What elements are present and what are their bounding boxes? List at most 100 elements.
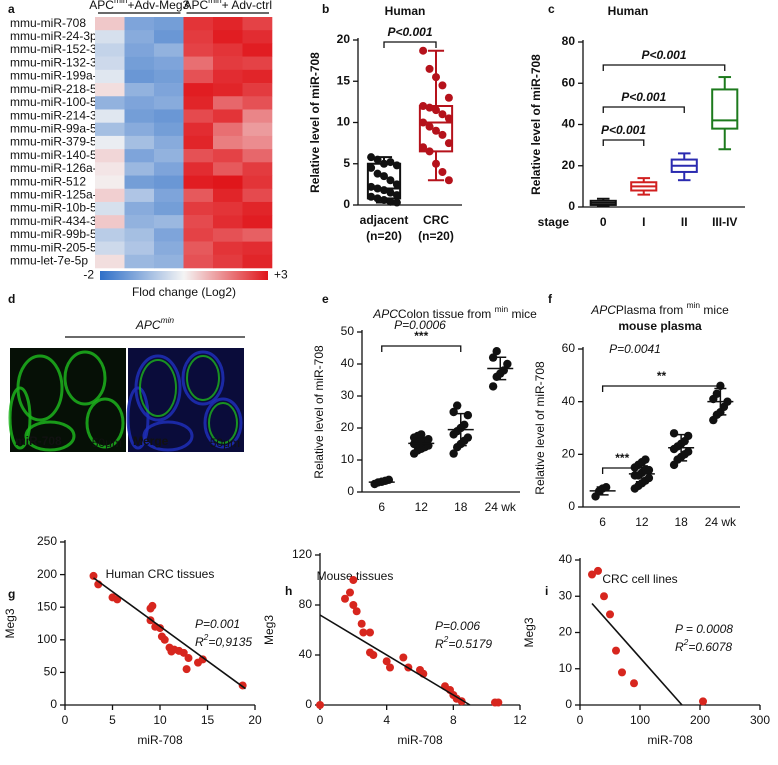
heatmap-cell <box>213 56 243 71</box>
heatmap-cell <box>183 175 214 190</box>
heatmap-cell <box>124 83 155 97</box>
y-tick-label: 0 <box>305 697 312 711</box>
text-part: + Adv-ctrl <box>222 0 272 12</box>
heatmap-cell <box>242 175 273 190</box>
data-point <box>419 118 428 127</box>
text-part: min <box>161 315 175 325</box>
data-point <box>160 635 169 644</box>
data-point <box>367 192 376 201</box>
x-tick-label: 0 <box>577 713 584 727</box>
heatmap-cell <box>242 241 273 256</box>
heatmap-cell <box>95 122 125 137</box>
heatmap-cell <box>154 228 184 242</box>
significance-label: P<0.001 <box>621 90 666 104</box>
data-point <box>630 679 638 688</box>
heatmap-cell <box>183 109 214 123</box>
y-tick-label: 150 <box>37 599 57 613</box>
heatmap-cell <box>154 175 184 190</box>
significance-bracket <box>383 41 437 48</box>
row-label: mmu-miR-132-3p <box>10 55 104 69</box>
x-tick-label: CRC <box>423 213 449 227</box>
significance-bracket <box>601 385 722 392</box>
x-tick-label: adjacent <box>360 213 409 227</box>
heatmap-cell <box>95 83 125 97</box>
heatmap-cell <box>124 30 155 44</box>
y-tick-label: 0 <box>343 197 350 211</box>
data-point <box>452 401 462 410</box>
heatmap-cell <box>242 215 273 229</box>
heatmap-cell <box>124 43 155 57</box>
data-point <box>644 473 654 483</box>
data-point <box>373 169 382 178</box>
y-tick-label: 10 <box>341 452 355 466</box>
heatmap-cell <box>154 254 184 269</box>
stat-label: P=0.006 <box>435 619 480 633</box>
heatmap-cell <box>95 241 125 256</box>
scale-label: 50μm <box>92 436 122 450</box>
heatmap-cell <box>154 83 184 97</box>
data-point <box>449 449 458 458</box>
heatmap-cell <box>154 109 184 123</box>
fit-line <box>319 614 471 706</box>
data-point <box>432 159 440 168</box>
data-point <box>438 168 447 176</box>
text-part: APC <box>183 0 208 12</box>
x-tick-label: 18 <box>454 500 468 514</box>
x-tick-label: 300 <box>750 713 770 727</box>
text-part: min <box>208 0 222 5</box>
x-tick-label: 15 <box>201 713 215 727</box>
y-axis-label: Relative level of miR-708 <box>533 361 547 495</box>
heatmap-cell <box>183 96 214 110</box>
heatmap-cell <box>213 43 243 57</box>
text-part: APC <box>89 0 114 12</box>
y-tick-label: 0 <box>568 499 575 513</box>
data-point <box>392 198 401 207</box>
heatmap-cell <box>154 162 184 176</box>
heatmap-cell <box>183 83 214 97</box>
data-point <box>148 601 157 610</box>
data-point <box>425 147 434 156</box>
text-part: 2 <box>683 637 689 647</box>
y-tick-label: 40 <box>559 552 573 566</box>
heatmap-cell <box>183 254 214 269</box>
heatmap-cell <box>242 69 273 84</box>
text-part: =0,9135 <box>208 635 252 649</box>
y-tick-label: 60 <box>562 75 576 89</box>
y-tick-label: 0 <box>50 697 57 711</box>
heatmap-cell <box>242 201 273 216</box>
data-point <box>179 648 188 657</box>
y-tick-label: 100 <box>37 632 57 646</box>
heatmap-cell <box>213 109 243 123</box>
data-point <box>349 576 358 584</box>
row-label: mmu-miR-10b-5p <box>10 201 104 215</box>
data-point <box>382 657 391 666</box>
row-label: mmu-miR-379-5p <box>10 135 104 149</box>
panel-label: b <box>322 2 329 16</box>
p-value: P=0.0006 <box>394 318 446 332</box>
row-label: mmu-miR-140-5p <box>10 148 104 162</box>
heatmap-cell <box>95 135 125 150</box>
heatmap-cell <box>183 135 214 150</box>
data-point <box>419 46 428 55</box>
x-tick-label: 12 <box>513 713 527 727</box>
text-part: R <box>675 640 684 654</box>
chart-title: CRC cell lines <box>602 572 677 586</box>
x-tick-label: 18 <box>674 515 688 529</box>
y-axis-label: Meg3 <box>522 617 536 647</box>
panel-label: h <box>285 584 292 598</box>
tissue-gland <box>63 350 107 406</box>
y-tick-label: 40 <box>562 117 576 131</box>
image-label: Merge <box>133 434 169 448</box>
heatmap-cell <box>183 241 214 256</box>
x-axis-label: stage <box>538 215 570 229</box>
text-part: min <box>687 300 701 310</box>
y-tick-label: 60 <box>562 341 576 355</box>
significance-label: *** <box>414 329 428 343</box>
data-point <box>669 429 679 438</box>
stat-label: R2=0.5179 <box>435 634 492 651</box>
heatmap-cell <box>242 188 273 203</box>
heatmap-cell <box>213 228 243 242</box>
text-part: min <box>495 304 509 314</box>
text-part: mice <box>700 303 729 317</box>
